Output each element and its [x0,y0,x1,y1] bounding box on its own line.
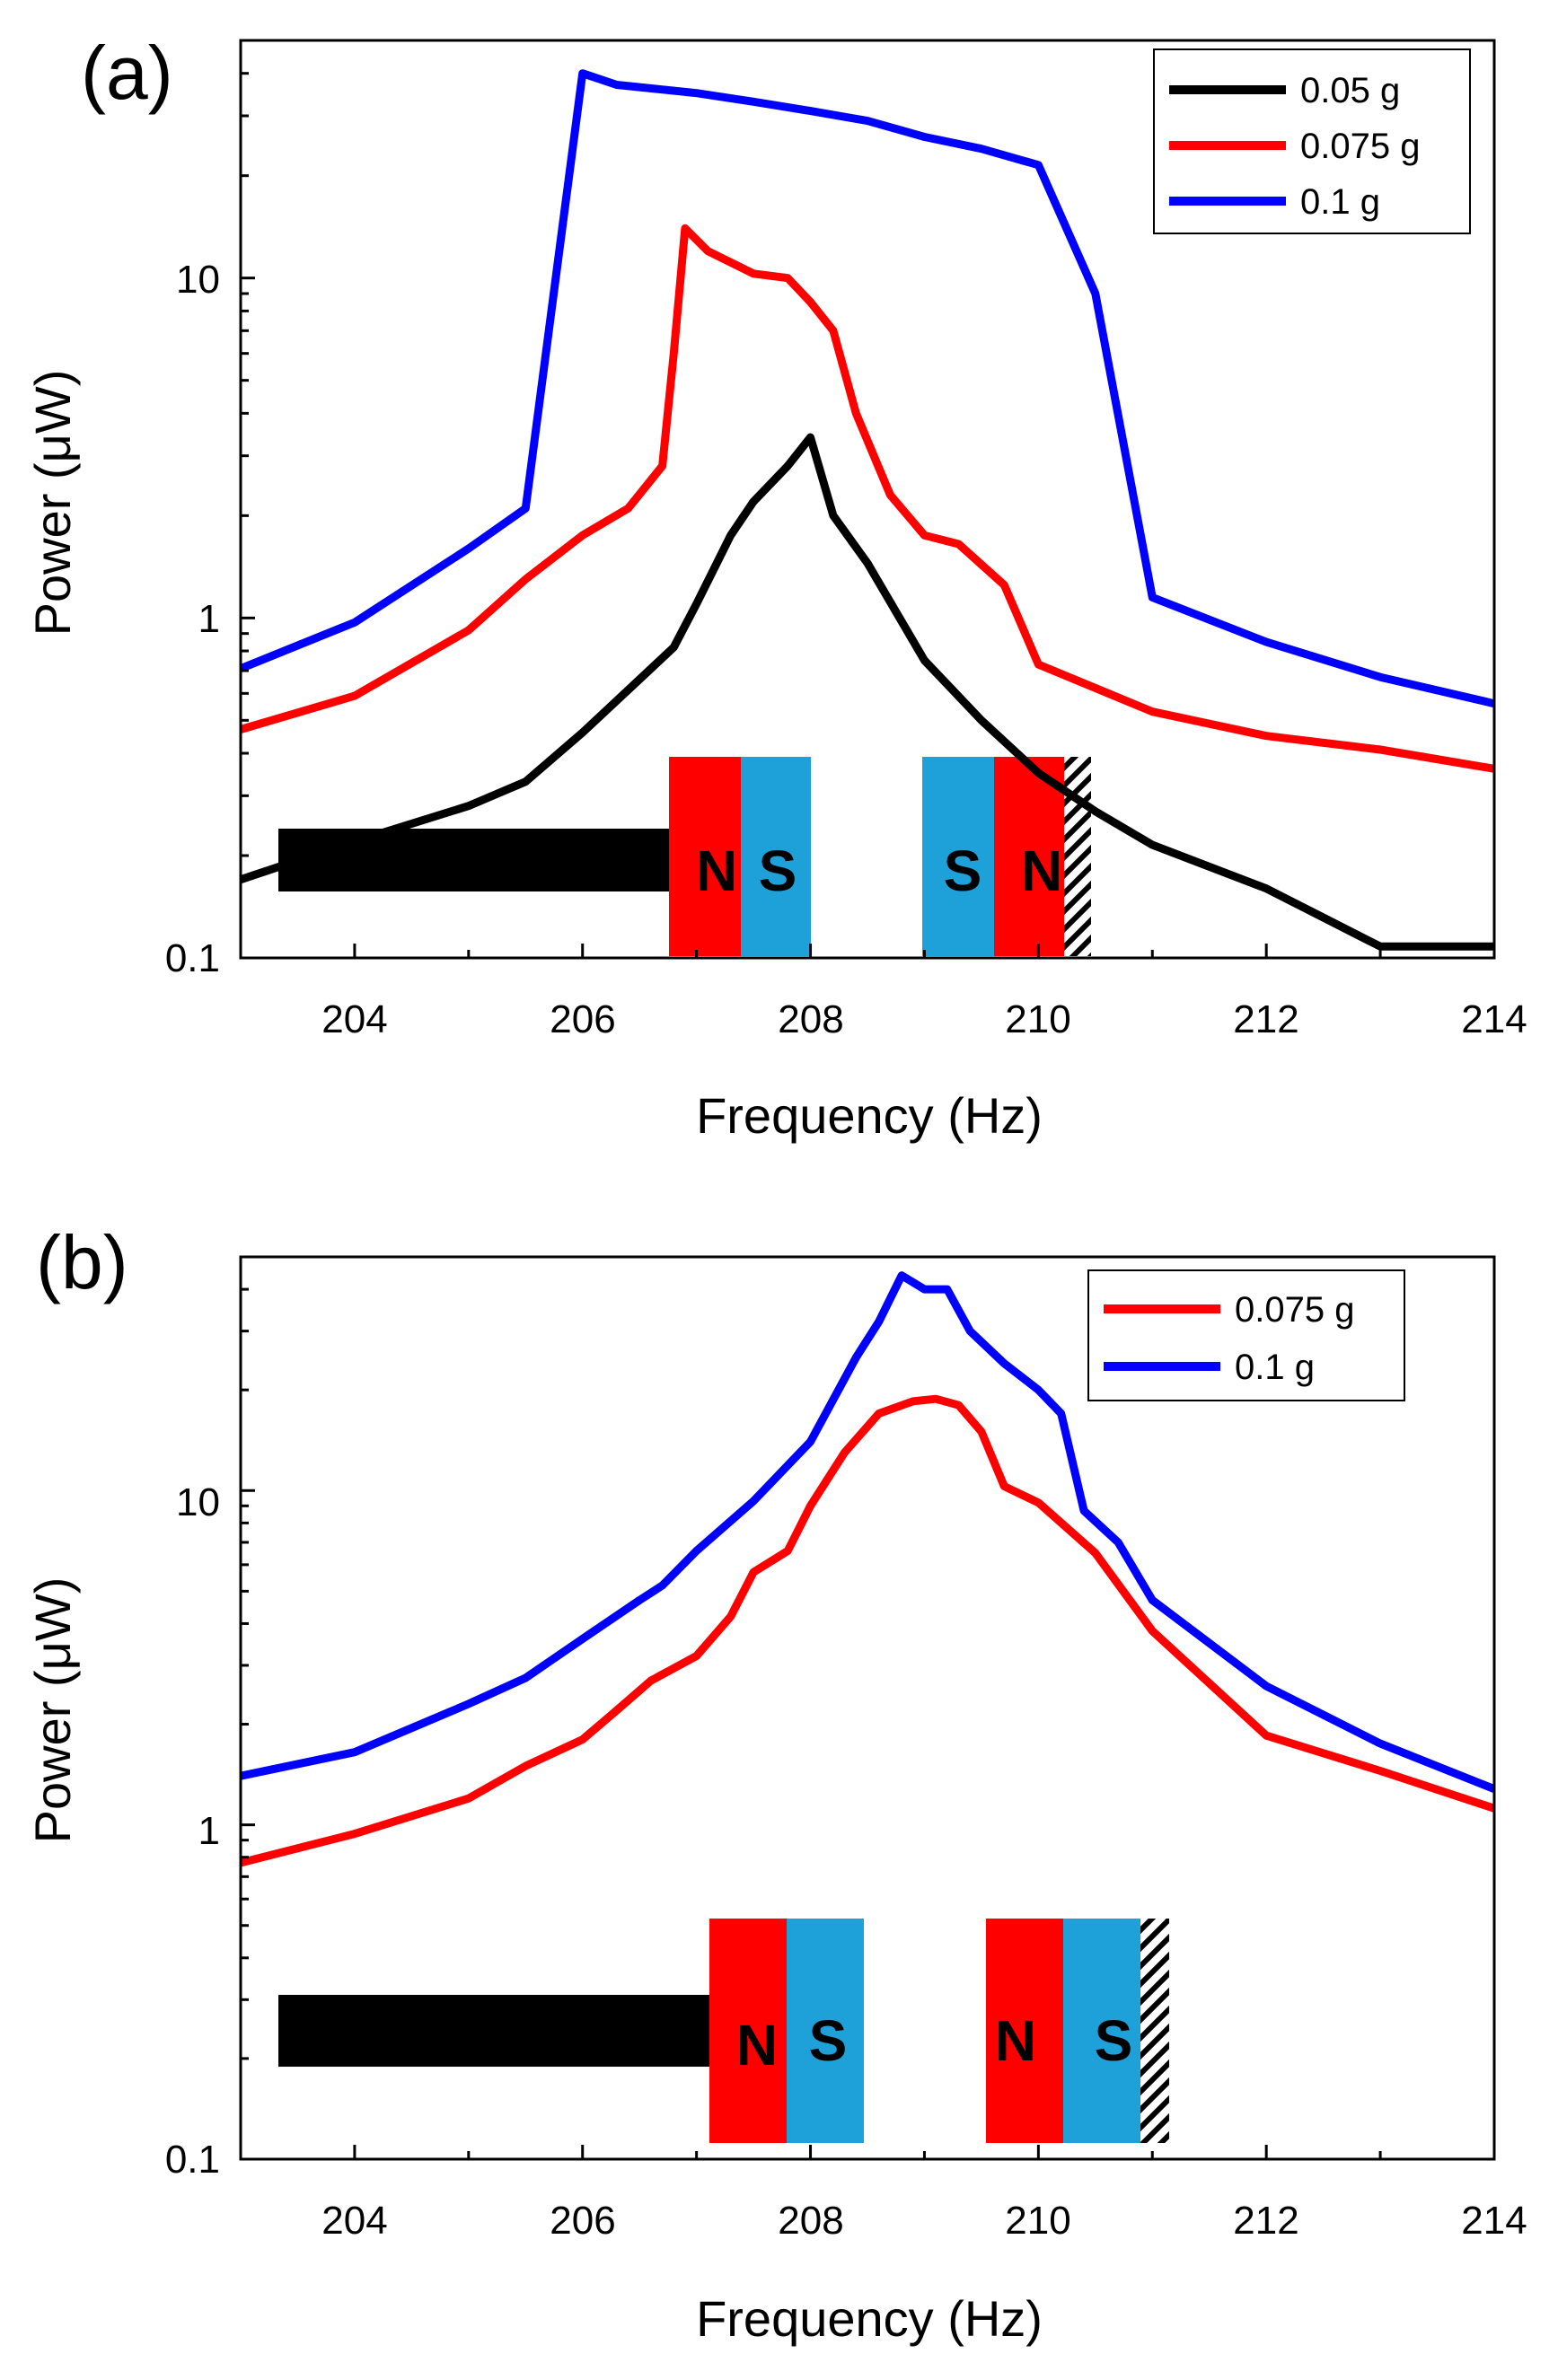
panel-a: (a) N S S N 204 206 208 210 212 214 0.1 … [24,31,1527,1144]
panel-a-legend-label-0.075g: 0.075 g [1300,127,1420,166]
panel-a-xtick-label-208: 208 [778,997,843,1041]
panel-b-xtick-label-204: 204 [321,2199,387,2243]
panel-b-y-axis-title: Power (μW) [24,1577,81,1844]
panel-a-xtick-label-210: 210 [1005,997,1070,1041]
panel-a-ytick-label-1: 1 [198,597,220,641]
panel-a-right-magnet-n-label: N [1021,839,1062,903]
panel-b-ytick-label-0.1: 0.1 [165,2138,220,2182]
panel-b-legend-label-0.075g: 0.075 g [1235,1290,1354,1330]
panel-b: (b) N S N S 204 206 208 210 212 214 0.1 … [24,1220,1527,2347]
panel-b-ytick-label-1: 1 [198,1809,220,1853]
panel-a-series-0.05g [239,433,1494,951]
panel-a-x-axis-title: Frequency (Hz) [696,1087,1043,1144]
panel-a-legend-label-0.1g: 0.1 g [1300,182,1380,222]
panel-b-xtick-label-212: 212 [1233,2199,1298,2243]
panel-a-series-0.1g [239,69,1496,708]
panel-b-ytick-label-10: 10 [176,1480,220,1524]
panel-b-left-magnet-s-label: S [809,2008,848,2073]
panel-a-left-magnet-s-pole [741,757,811,956]
panel-a-right-magnet-n-pole [994,757,1064,956]
panel-b-x-axis-title: Frequency (Hz) [696,2290,1043,2347]
panel-b-xtick-label-208: 208 [778,2199,843,2243]
panel-a-left-magnet-n-label: N [696,839,737,903]
panel-a-y-axis-title: Power (μW) [24,370,81,637]
panel-a-ytick-label-0.1: 0.1 [165,936,220,980]
panel-b-beam [278,1995,714,2067]
panel-a-legend-label-0.05g: 0.05 g [1300,71,1400,110]
panel-a-xtick-label-204: 204 [321,997,387,1041]
panel-a-xtick-label-212: 212 [1233,997,1298,1041]
panel-a-ytick-label-10: 10 [176,258,220,302]
panel-b-label: (b) [36,1220,128,1304]
panel-a-right-magnet-s-label: S [944,839,982,903]
panel-b-series-lines [239,1271,1496,1867]
panel-a-fixed-wall [1064,757,1091,956]
panel-a-label: (a) [81,31,173,115]
panel-a-xtick-label-206: 206 [550,997,615,1041]
panel-b-left-magnet-n-pole [709,1919,787,2143]
panel-b-xtick-label-210: 210 [1005,2199,1070,2243]
panel-a-xtick-label-214: 214 [1461,997,1527,1041]
panel-b-xtick-label-214: 214 [1461,2199,1527,2243]
panel-a-ticks [239,39,1496,960]
panel-a-plot-frame [239,39,1496,960]
panel-a-left-magnet-n-pole [669,757,741,956]
panel-b-legend: 0.075 g 0.1 g [1087,1269,1405,1401]
panel-a-right-magnet-s-pole [922,757,994,956]
panel-b-legend-box [1087,1269,1405,1401]
panel-b-right-magnet-n-label: N [995,2008,1036,2073]
panel-b-inset: N S N S [278,1919,1169,2143]
panel-b-left-magnet-s-pole [787,1919,864,2143]
panel-b-fixed-wall [1140,1919,1169,2143]
panel-a-left-magnet-s-label: S [759,839,797,903]
panel-a-inset: N S S N [278,757,1091,956]
panel-b-ticks [239,1255,1496,2161]
panel-b-legend-label-0.1g: 0.1 g [1235,1348,1315,1387]
panel-b-xtick-label-206: 206 [550,2199,615,2243]
panel-b-right-magnet-n-pole [986,1919,1063,2143]
panel-b-right-magnet-s-pole [1063,1919,1140,2143]
panel-b-left-magnet-n-label: N [736,2013,778,2077]
panel-a-beam [278,829,673,891]
panel-b-right-magnet-s-label: S [1095,2008,1133,2073]
panel-a-series-0.075g [239,224,1495,773]
panel-b-series-0.1g [240,1271,1496,1793]
panel-a-legend: 0.05 g 0.075 g 0.1 g [1153,48,1471,234]
panel-b-series-0.075g [239,1394,1496,1867]
panel-a-series-lines [239,69,1496,951]
panel-b-plot-frame [239,1255,1496,2161]
